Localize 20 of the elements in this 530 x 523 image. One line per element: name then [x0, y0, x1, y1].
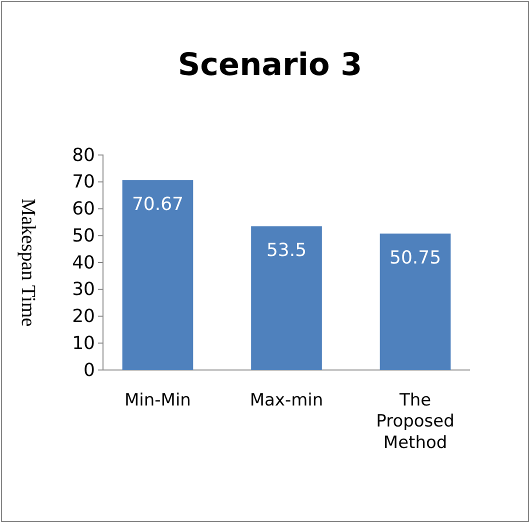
y-tick-label: 80 — [72, 144, 95, 166]
chart-title: Scenario 3 — [178, 47, 362, 83]
x-tick-label: Max-min — [250, 390, 324, 410]
data-label: 70.67 — [132, 194, 184, 216]
y-tick-label: 30 — [72, 279, 95, 300]
y-tick-label: 70 — [72, 172, 95, 193]
data-label: 53.5 — [266, 240, 307, 262]
bar — [251, 226, 322, 370]
y-tick-label: 50 — [72, 225, 95, 246]
y-tick-label: 10 — [72, 332, 95, 354]
x-tick-label: The Proposed Method — [376, 390, 454, 453]
bar — [122, 180, 194, 370]
y-tick-label: 0 — [84, 360, 95, 381]
y-tick-label: 60 — [72, 198, 95, 220]
bar — [380, 234, 451, 370]
data-label: 50.75 — [390, 248, 442, 269]
x-tick-label: Min-Min — [124, 390, 191, 410]
y-axis-title: Makespan Time — [17, 198, 39, 327]
y-tick-label: 40 — [72, 252, 95, 274]
y-tick-label: 20 — [72, 306, 95, 328]
